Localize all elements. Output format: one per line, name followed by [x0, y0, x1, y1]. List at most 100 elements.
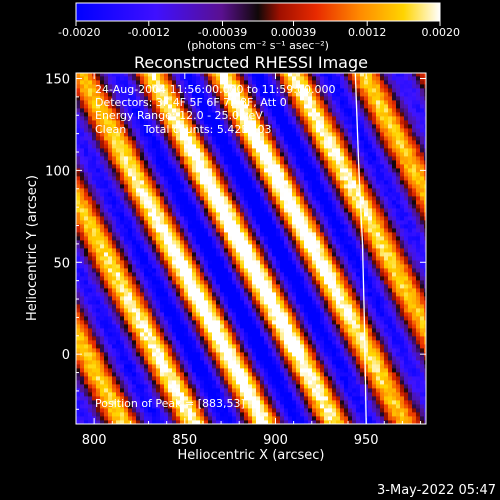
heatmap-cell [112, 364, 117, 369]
heatmap-cell [108, 84, 113, 89]
heatmap-cell [128, 404, 133, 409]
heatmap-cell [264, 252, 269, 257]
heatmap-cell [256, 164, 261, 169]
heatmap-cell [104, 416, 109, 421]
heatmap-cell [104, 80, 109, 85]
heatmap-cell [96, 92, 101, 97]
heatmap-cell [232, 244, 237, 249]
heatmap-cell [200, 224, 205, 229]
heatmap-cell [144, 108, 149, 113]
heatmap-cell [216, 232, 221, 237]
heatmap-cell [176, 164, 181, 169]
heatmap-cell [112, 200, 117, 205]
heatmap-cell [176, 292, 181, 297]
heatmap-cell [76, 148, 81, 153]
heatmap-cell [172, 404, 177, 409]
heatmap-cell [136, 216, 141, 221]
heatmap-cell [196, 168, 201, 173]
heatmap-cell [264, 356, 269, 361]
heatmap-cell [228, 256, 233, 261]
heatmap-cell [88, 144, 93, 149]
heatmap-cell [252, 84, 257, 89]
colorbar-tick-label: -0.0020 [58, 26, 100, 39]
heatmap-cell [212, 164, 217, 169]
heatmap-cell [108, 208, 113, 213]
heatmap-cell [152, 236, 157, 241]
heatmap-cell [264, 228, 269, 233]
heatmap-cell [172, 184, 177, 189]
heatmap-cell [136, 316, 141, 321]
heatmap-cell [156, 140, 161, 145]
heatmap-cell [292, 400, 297, 405]
heatmap-cell [124, 360, 129, 365]
heatmap-cell [108, 228, 113, 233]
heatmap-cell [172, 80, 177, 85]
heatmap-cell [128, 120, 133, 125]
heatmap-cell [92, 244, 97, 249]
heatmap-cell [76, 280, 81, 285]
heatmap-cell [172, 260, 177, 265]
heatmap-cell [280, 180, 285, 185]
heatmap-cell [232, 316, 237, 321]
heatmap-cell [212, 412, 217, 417]
heatmap-cell [132, 420, 137, 424]
heatmap-cell [248, 328, 253, 333]
heatmap-cell [96, 344, 101, 349]
heatmap-cell [112, 300, 117, 305]
heatmap-cell [240, 336, 245, 341]
heatmap-cell [268, 152, 273, 157]
heatmap-cell [196, 136, 201, 141]
heatmap-cell [236, 212, 241, 217]
heatmap-cell [268, 404, 273, 409]
heatmap-cell [224, 168, 229, 173]
heatmap-cell [140, 316, 145, 321]
heatmap-cell [92, 324, 97, 329]
heatmap-cell [192, 252, 197, 257]
heatmap-cell [168, 324, 173, 329]
heatmap-cell [256, 144, 261, 149]
heatmap-cell [228, 104, 233, 109]
heatmap-cell [176, 144, 181, 149]
heatmap-cell [292, 396, 297, 401]
heatmap-cell [160, 224, 165, 229]
heatmap-cell [252, 272, 257, 277]
heatmap-cell [204, 400, 209, 405]
heatmap-cell [108, 288, 113, 293]
heatmap-cell [184, 216, 189, 221]
heatmap-cell [96, 400, 101, 405]
heatmap-cell [80, 172, 85, 177]
heatmap-cell [88, 128, 93, 133]
heatmap-cell [276, 84, 281, 89]
heatmap-cell [204, 364, 209, 369]
heatmap-cell [144, 316, 149, 321]
heatmap-cell [232, 304, 237, 309]
heatmap-cell [280, 376, 285, 381]
heatmap-cell [84, 388, 89, 393]
heatmap-cell [236, 360, 241, 365]
heatmap-cell [188, 268, 193, 273]
heatmap-cell [280, 288, 285, 293]
heatmap-cell [212, 204, 217, 209]
heatmap-cell [120, 168, 125, 173]
heatmap-cell [244, 248, 249, 253]
heatmap-cell [96, 200, 101, 205]
heatmap-cell [228, 116, 233, 121]
heatmap-cell [256, 280, 261, 285]
heatmap-cell [116, 188, 121, 193]
heatmap-cell [184, 184, 189, 189]
heatmap-cell [212, 316, 217, 321]
heatmap-cell [164, 384, 169, 389]
heatmap-cell [252, 304, 257, 309]
heatmap-cell [160, 344, 165, 349]
heatmap-cell [252, 368, 257, 373]
heatmap-cell [292, 100, 297, 105]
heatmap-cell [104, 276, 109, 281]
heatmap-cell [276, 400, 281, 405]
heatmap-cell [240, 328, 245, 333]
heatmap-cell [256, 148, 261, 153]
heatmap-cell [244, 196, 249, 201]
heatmap-cell [176, 92, 181, 97]
heatmap-cell [108, 112, 113, 117]
heatmap-cell [128, 148, 133, 153]
heatmap-cell [248, 352, 253, 357]
